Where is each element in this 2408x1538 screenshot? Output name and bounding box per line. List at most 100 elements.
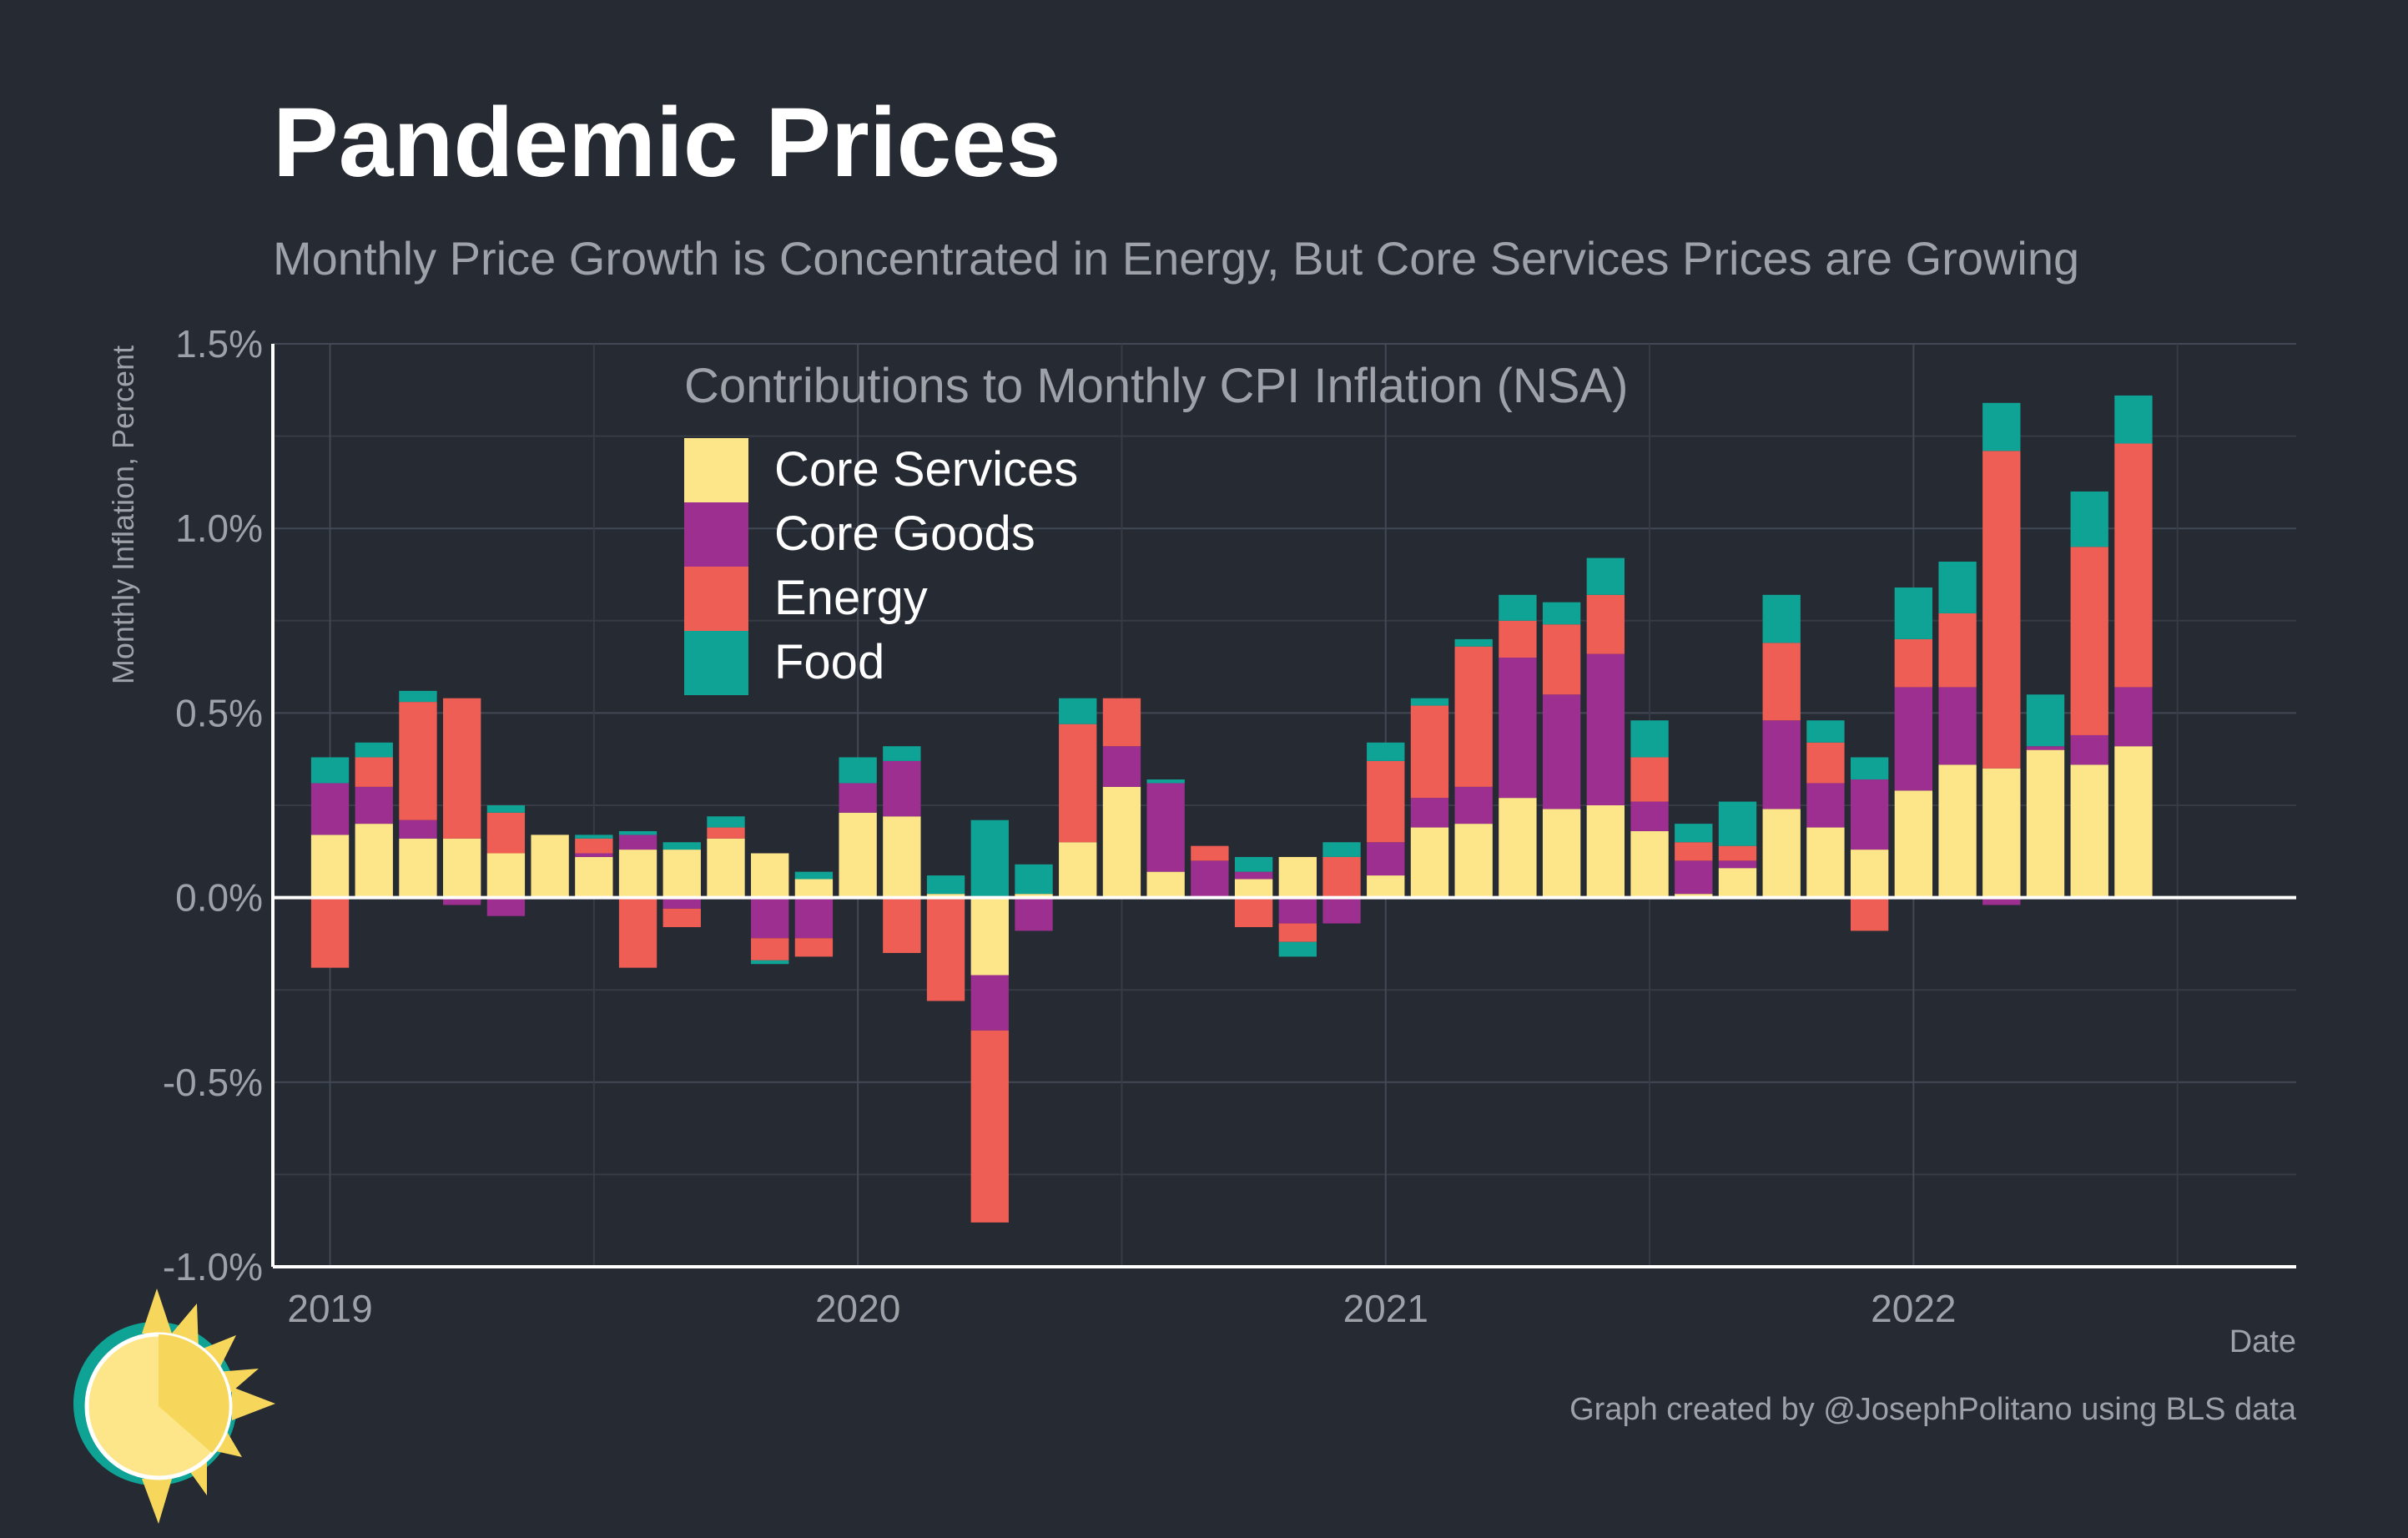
bar-segment bbox=[1630, 801, 1669, 831]
bar-segment bbox=[575, 838, 613, 854]
legend-label: Core Goods bbox=[774, 507, 1035, 561]
bar-segment bbox=[1982, 402, 2021, 451]
bar-segment bbox=[2114, 443, 2153, 688]
bar-segment bbox=[2026, 749, 2065, 898]
bar-segment bbox=[1234, 897, 1273, 927]
bar-segment bbox=[1234, 879, 1273, 898]
bar-segment bbox=[1850, 850, 1889, 898]
bar-segment bbox=[1762, 809, 1801, 898]
source-credit: Graph created by @JosephPolitano using B… bbox=[1569, 1392, 2296, 1427]
bar-segment bbox=[1146, 783, 1185, 872]
bar-segment bbox=[926, 894, 965, 898]
bar-segment bbox=[1410, 827, 1449, 898]
bar-segment bbox=[662, 842, 701, 850]
bar-segment bbox=[1675, 894, 1713, 898]
bar-segment bbox=[1059, 724, 1097, 843]
bar-segment bbox=[2114, 746, 2153, 898]
bar-segment bbox=[2070, 491, 2108, 547]
bar-segment bbox=[1630, 830, 1669, 898]
bar-segment bbox=[1278, 856, 1317, 898]
bar-segment bbox=[1675, 860, 1713, 895]
bar-segment bbox=[575, 856, 613, 898]
legend-label: Energy bbox=[774, 571, 928, 625]
bar-segment bbox=[1806, 742, 1845, 784]
bar-segment bbox=[1586, 653, 1625, 805]
bar-segment bbox=[1718, 801, 1757, 846]
bar-segment bbox=[1806, 783, 1845, 828]
bar-segment bbox=[486, 812, 526, 854]
bar-segment bbox=[443, 897, 481, 905]
bar-segment bbox=[399, 819, 437, 839]
bar-segment bbox=[926, 897, 965, 1001]
legend-swatch bbox=[684, 502, 748, 567]
bar-segment bbox=[970, 1030, 1009, 1223]
y-tick-label: -1.0% bbox=[163, 1245, 263, 1288]
bar-segment bbox=[1762, 720, 1801, 809]
bar-segment bbox=[1499, 620, 1537, 658]
bar-segment bbox=[751, 853, 789, 898]
bar-segment bbox=[839, 812, 877, 898]
bar-segment bbox=[662, 908, 701, 927]
bar-segment bbox=[1938, 764, 1977, 898]
bar-segment bbox=[1015, 864, 1053, 895]
bar-segment bbox=[1322, 842, 1361, 857]
bar-segment bbox=[883, 746, 921, 761]
bar-segment bbox=[970, 819, 1009, 898]
bar-segment bbox=[1015, 894, 1053, 898]
bar-segment bbox=[1806, 720, 1845, 743]
legend-label: Core Services bbox=[774, 442, 1078, 497]
bar-segment bbox=[1278, 941, 1317, 957]
bar-segment bbox=[1191, 845, 1229, 861]
bar-segment bbox=[1367, 742, 1405, 761]
bar-segment bbox=[1322, 897, 1361, 924]
bar-segment bbox=[1102, 698, 1141, 747]
bar-segment bbox=[1146, 871, 1185, 898]
bar-segment bbox=[1059, 698, 1097, 724]
bar-segment bbox=[1675, 824, 1713, 843]
bar-segment bbox=[355, 824, 393, 898]
y-tick-label: 1.0% bbox=[175, 507, 263, 550]
bar-segment bbox=[1322, 856, 1361, 898]
bar-segment bbox=[618, 835, 657, 850]
bar-segment bbox=[399, 690, 437, 703]
bar-segment bbox=[443, 698, 481, 839]
bar-segment bbox=[751, 960, 789, 965]
legend-label: Food bbox=[774, 635, 884, 689]
bar-segment bbox=[1718, 868, 1757, 898]
legend-title: Contributions to Monthly CPI Inflation (… bbox=[684, 359, 1628, 413]
y-tick-label: 0.5% bbox=[175, 691, 263, 734]
x-axis-label: Date bbox=[2229, 1324, 2296, 1359]
bar-segment bbox=[486, 897, 526, 916]
bar-segment bbox=[2026, 746, 2065, 750]
bar-segment bbox=[531, 835, 569, 898]
bar-segment bbox=[355, 757, 393, 787]
bar-segment bbox=[1938, 613, 1977, 688]
bar-segment bbox=[1542, 809, 1581, 898]
bar-segment bbox=[1234, 856, 1273, 872]
bar-segment bbox=[926, 875, 965, 895]
bar-segment bbox=[1499, 798, 1537, 898]
bar-segment bbox=[1454, 824, 1493, 898]
bar-segment bbox=[575, 835, 613, 839]
bar-segment bbox=[618, 897, 657, 968]
y-tick-label: -0.5% bbox=[163, 1061, 263, 1104]
bar-segment bbox=[2114, 395, 2153, 444]
bar-segment bbox=[662, 897, 701, 909]
bar-segment bbox=[1015, 897, 1053, 931]
bar-segment bbox=[1367, 842, 1405, 876]
bar-segment bbox=[2026, 694, 2065, 747]
bar-segment bbox=[618, 850, 657, 898]
bar-segment bbox=[1191, 860, 1229, 898]
bar-segment bbox=[2070, 764, 2108, 898]
bar-segment bbox=[1718, 845, 1757, 861]
bar-segment bbox=[310, 897, 350, 968]
bar-segment bbox=[883, 760, 921, 817]
bar-segment bbox=[1982, 451, 2021, 769]
bar-segment bbox=[1499, 594, 1537, 621]
bar-segment bbox=[794, 871, 834, 880]
bar-segment bbox=[1630, 720, 1669, 758]
bar-segment bbox=[1542, 602, 1581, 625]
bar-segment bbox=[1894, 587, 1933, 639]
bar-segment bbox=[1806, 827, 1845, 898]
bar-segment bbox=[839, 783, 877, 813]
